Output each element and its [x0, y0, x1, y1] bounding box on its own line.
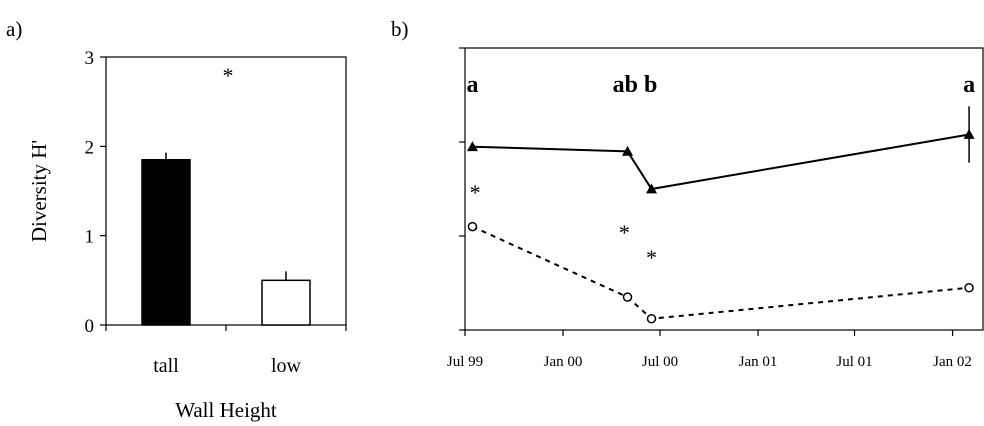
x-tick-label: Jul 99: [447, 354, 483, 370]
plot-frame: [464, 47, 984, 331]
series-line-triangle: [472, 133, 970, 191]
significance-star: *: [470, 180, 481, 205]
line-chart-time-series: Jul 99 Jan 00 Jul 00 Jan 01 Jul 01 Jan 02 a ab …: [447, 47, 984, 370]
x-tick-label: Jul 01: [836, 354, 872, 370]
group-letter: a: [963, 72, 975, 98]
triangle-marker: [963, 128, 975, 139]
circle-marker: [964, 282, 974, 293]
significance-star: *: [646, 245, 657, 270]
circle-marker: [467, 221, 478, 232]
y-tick-label: 3: [85, 48, 95, 69]
triangle-marker: [466, 141, 478, 152]
y-tick-label: 2: [85, 137, 95, 158]
y-tick-label: 1: [85, 227, 95, 248]
x-tick-label: Jul 00: [642, 354, 678, 370]
x-axis-title: Wall Height: [175, 398, 277, 422]
circle-marker: [646, 313, 657, 324]
bar-chart-wall-height: 0 1 2 3 tall low Wall Height Diversity H' *: [27, 48, 347, 422]
x-tick-label: Jan 01: [739, 354, 778, 370]
significance-star: *: [619, 220, 630, 245]
category-label: tall: [153, 355, 179, 377]
bar-tall: [141, 158, 191, 326]
triangle-marker: [622, 145, 634, 156]
category-label: low: [271, 355, 302, 377]
series-line-circle: [472, 225, 970, 320]
panel-label-a: a): [6, 17, 22, 41]
significance-star: *: [223, 63, 234, 88]
y-axis-title: Diversity H': [27, 140, 51, 242]
triangle-marker: [645, 183, 657, 194]
group-letter: ab b: [613, 72, 658, 98]
y-tick-label: 0: [85, 316, 95, 337]
panel-label-b: b): [391, 17, 409, 41]
circle-marker: [622, 292, 633, 302]
x-tick-label: Jan 00: [544, 354, 583, 370]
bar-low: [261, 279, 311, 326]
group-letter: a: [466, 72, 478, 98]
x-tick-label: Jan 02: [933, 354, 972, 370]
